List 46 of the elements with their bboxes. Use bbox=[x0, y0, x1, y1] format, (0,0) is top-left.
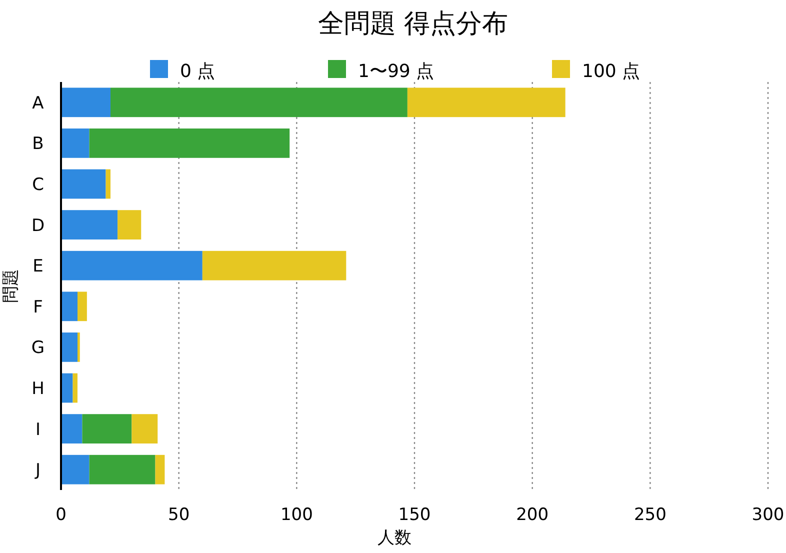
y-tick-label: C bbox=[32, 175, 44, 195]
x-tick-label: 150 bbox=[398, 505, 431, 525]
y-tick-label: I bbox=[35, 420, 41, 440]
y-tick-label: F bbox=[33, 297, 43, 318]
legend-label: 100 点 bbox=[582, 61, 640, 82]
bar bbox=[77, 332, 80, 362]
x-tick-label: 300 bbox=[752, 505, 784, 525]
legend-label: 1〜99 点 bbox=[358, 61, 434, 82]
bar bbox=[61, 88, 110, 118]
x-tick-label: 200 bbox=[516, 505, 549, 525]
bar bbox=[61, 128, 90, 158]
bar bbox=[89, 454, 156, 484]
bar bbox=[61, 414, 82, 444]
x-tick-label: 0 bbox=[56, 505, 66, 525]
bar bbox=[118, 210, 142, 240]
y-tick-label: A bbox=[32, 93, 44, 114]
y-tick-label: H bbox=[32, 379, 44, 399]
bar bbox=[61, 454, 90, 484]
legend-label: 0 点 bbox=[180, 61, 216, 82]
bar bbox=[155, 454, 165, 484]
bar bbox=[61, 292, 78, 322]
chart-title: 全問題 得点分布 bbox=[318, 9, 508, 39]
x-tick-label: 50 bbox=[168, 505, 190, 525]
bar bbox=[77, 292, 87, 322]
x-axis-title: 人数 bbox=[378, 528, 412, 548]
bar bbox=[106, 169, 110, 199]
x-tick-label: 250 bbox=[634, 505, 666, 525]
bar bbox=[61, 210, 118, 240]
bar bbox=[72, 373, 78, 403]
bar bbox=[132, 414, 158, 444]
bar bbox=[202, 250, 346, 280]
bar bbox=[61, 373, 73, 403]
y-tick-label: D bbox=[31, 216, 45, 236]
bar bbox=[61, 250, 202, 280]
bar bbox=[61, 332, 78, 362]
bar bbox=[110, 88, 408, 118]
y-axis-title: 問題 bbox=[1, 269, 21, 303]
y-tick-label: B bbox=[32, 134, 44, 154]
y-tick-label: E bbox=[32, 256, 44, 277]
y-tick-label: J bbox=[34, 460, 41, 481]
x-tick-label: 100 bbox=[280, 505, 313, 525]
bar bbox=[407, 88, 566, 118]
bar bbox=[89, 128, 290, 158]
bar bbox=[82, 414, 132, 444]
y-tick-label: G bbox=[31, 338, 45, 358]
bar bbox=[61, 169, 106, 199]
